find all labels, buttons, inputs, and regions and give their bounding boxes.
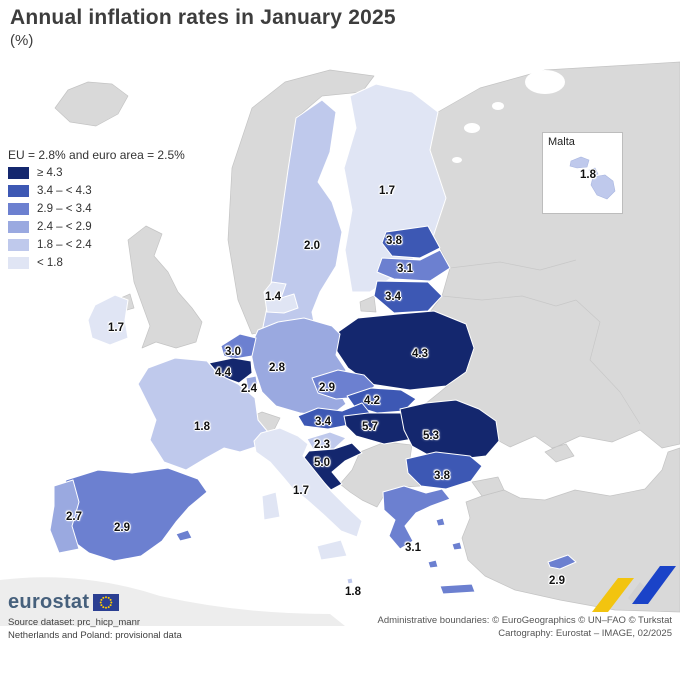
country-ireland	[87, 294, 129, 346]
country-italy	[253, 427, 363, 538]
country-greece	[382, 485, 451, 550]
island-balearics	[175, 529, 193, 542]
legend-item: 2.4 – < 2.9	[8, 221, 185, 233]
country-slovenia	[306, 431, 347, 450]
country-united-kingdom	[127, 225, 203, 349]
region-turkish-thrace	[471, 476, 505, 497]
legend-item: ≥ 4.3	[8, 167, 185, 179]
inset-title: Malta	[548, 136, 575, 148]
deco-blue	[632, 566, 676, 604]
legend-item: 3.4 – < 4.3	[8, 185, 185, 197]
country-luxembourg	[245, 375, 259, 392]
country-germany	[249, 317, 347, 417]
malta-inset: Malta 1.8	[542, 132, 623, 214]
legend-swatch	[8, 239, 29, 251]
country-bulgaria	[405, 451, 483, 490]
legend-label: ≥ 4.3	[37, 167, 63, 179]
page-subtitle: (%)	[10, 32, 34, 49]
country-latvia	[376, 249, 451, 282]
page-title: Annual inflation rates in January 2025	[10, 6, 396, 29]
country-spain	[56, 467, 208, 562]
region-turkey	[461, 447, 680, 613]
country-portugal	[49, 479, 80, 554]
legend-swatch	[8, 221, 29, 233]
inset-value: 1.8	[580, 169, 596, 181]
credit-line-2: Cartography: Eurostat – IMAGE, 02/2025	[498, 627, 672, 639]
eurostat-logo: eurostat	[8, 591, 182, 614]
region-eastern-europe	[424, 61, 680, 463]
region-north-africa	[0, 577, 345, 626]
footer-left: eurostat Source dataset: prc_hicp_manr N…	[8, 591, 182, 643]
source-line-1: Source dataset: prc_hicp_manr	[8, 617, 141, 628]
island-sicily	[316, 539, 348, 561]
legend-label: 1.8 – < 2.4	[37, 239, 92, 251]
legend-label: < 1.8	[37, 257, 63, 269]
legend-item: 1.8 – < 2.4	[8, 239, 185, 251]
country-france	[137, 357, 269, 471]
legend-label: 2.9 – < 3.4	[37, 203, 92, 215]
country-malta-dot	[346, 577, 354, 585]
country-netherlands	[220, 333, 257, 360]
lakes	[452, 70, 565, 163]
border-lines	[441, 259, 641, 425]
credit-line-1: Administrative boundaries: © EuroGeograp…	[377, 615, 672, 626]
island-aegean-1	[435, 517, 446, 527]
country-kaliningrad	[359, 295, 377, 313]
legend-item: 2.9 – < 3.4	[8, 203, 185, 215]
header: Annual inflation rates in January 2025 (…	[10, 6, 396, 49]
country-romania	[399, 399, 500, 460]
source-line-2: Netherlands and Poland: provisional data	[8, 629, 182, 641]
legend-swatch	[8, 167, 29, 179]
legend-swatch	[8, 203, 29, 215]
malta-inset-map	[569, 156, 616, 200]
island-sardinia	[261, 491, 281, 521]
legend: EU = 2.8% and euro area = 2.5% ≥ 4.3 3.4 …	[8, 148, 185, 275]
legend-label: 2.4 – < 2.9	[37, 221, 92, 233]
footer-right: Administrative boundaries: © EuroGeograp…	[377, 615, 672, 641]
eu-flag-icon	[93, 594, 120, 611]
country-estonia	[381, 225, 441, 259]
legend-label: 3.4 – < 4.3	[37, 185, 92, 197]
chevron-decoration	[592, 566, 676, 612]
legend-items: ≥ 4.3 3.4 – < 4.3 2.9 – < 3.4 2.4 – < 2.9 1.…	[8, 167, 185, 269]
country-cyprus	[547, 554, 577, 570]
country-denmark	[263, 281, 299, 314]
island-aegean-3	[427, 559, 439, 569]
deco-gray	[628, 582, 648, 606]
country-lithuania	[373, 280, 443, 314]
legend-item: < 1.8	[8, 257, 185, 269]
legend-swatch	[8, 185, 29, 197]
legend-swatch	[8, 257, 29, 269]
country-iceland	[54, 81, 129, 127]
legend-note: EU = 2.8% and euro area = 2.5%	[8, 148, 185, 162]
deco-yellow	[592, 578, 634, 612]
island-aegean-2	[451, 541, 463, 551]
island-crete	[439, 583, 476, 595]
country-poland	[335, 310, 475, 391]
eurostat-logo-text: eurostat	[8, 591, 90, 613]
